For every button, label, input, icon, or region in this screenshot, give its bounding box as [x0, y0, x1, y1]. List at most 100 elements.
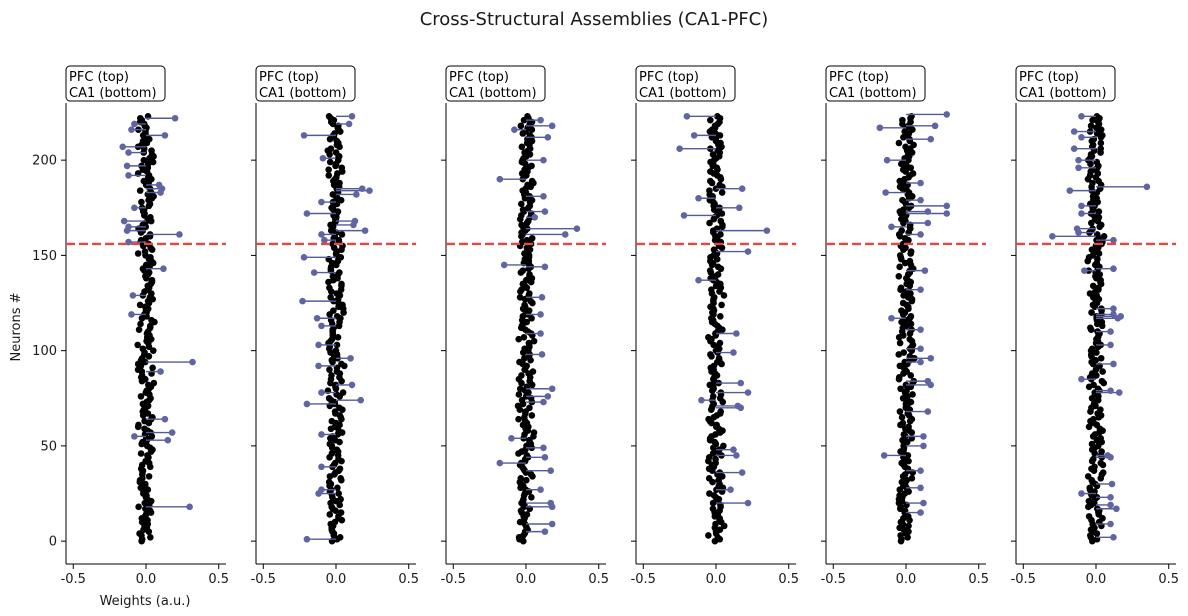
neuron-point — [333, 290, 341, 297]
neuron-point — [1093, 113, 1101, 120]
neuron-point — [1087, 122, 1095, 130]
member-point — [733, 330, 740, 337]
member-point — [168, 429, 176, 436]
panel-label-box — [445, 65, 546, 102]
neuron-point — [705, 474, 713, 482]
member-point — [924, 208, 932, 215]
member-point — [315, 362, 322, 370]
x-tick-label: 0.5 — [778, 572, 799, 587]
panel-label-line: PFC (top) — [1019, 70, 1079, 85]
member-point — [1078, 490, 1085, 497]
member-point — [1107, 341, 1114, 349]
y-tick-label: 150 — [32, 249, 57, 264]
member-point — [541, 454, 549, 461]
x-tick-label: 0.0 — [1086, 572, 1107, 587]
member-point — [350, 221, 357, 229]
neuron-point — [1095, 213, 1103, 221]
x-tick-label: -0.5 — [441, 572, 466, 587]
chart-title: Cross-Structural Assemblies (CA1-PFC) — [420, 9, 769, 30]
neuron-point — [899, 419, 907, 427]
member-point — [547, 467, 555, 474]
member-point — [1107, 387, 1114, 394]
neuron-point — [714, 113, 721, 120]
neuron-point — [716, 526, 724, 534]
neuron-point — [705, 532, 712, 539]
member-point — [943, 202, 951, 210]
neuron-point — [339, 389, 347, 396]
member-point — [123, 227, 131, 234]
member-point — [1075, 229, 1082, 236]
neuron-point — [1088, 440, 1096, 448]
neuron-point — [1091, 463, 1098, 471]
neuron-point — [897, 532, 904, 539]
neuron-point — [328, 372, 335, 379]
neuron-point — [325, 166, 332, 173]
neuron-point — [143, 442, 151, 450]
neuron-point — [518, 221, 525, 229]
neuron-point — [138, 198, 145, 206]
member-point — [733, 452, 740, 459]
neuron-point — [528, 494, 535, 501]
panel-label-line: PFC (top) — [639, 70, 699, 85]
neuron-point — [527, 297, 534, 305]
base-points — [514, 113, 538, 545]
neuron-point — [327, 499, 334, 507]
x-tick-label: 0.5 — [398, 572, 419, 587]
neuron-point — [1098, 448, 1105, 455]
member-point — [683, 113, 691, 120]
member-point — [357, 396, 365, 404]
panel-label-line: CA1 (bottom) — [259, 86, 347, 101]
member-point — [1110, 305, 1117, 313]
member-point — [1110, 360, 1117, 368]
member-point — [730, 446, 737, 454]
panel-label-line: PFC (top) — [259, 70, 319, 85]
neuron-point — [329, 273, 337, 280]
neuron-point — [1094, 255, 1101, 263]
neuron-point — [1097, 406, 1104, 413]
member-point — [1070, 145, 1078, 153]
neuron-point — [329, 191, 337, 198]
member-point — [128, 126, 135, 133]
neuron-point — [528, 177, 536, 185]
member-point — [538, 294, 546, 301]
panel-label-line: PFC (top) — [449, 70, 509, 85]
neuron-point — [144, 381, 152, 389]
member-point — [548, 503, 556, 511]
neuron-point — [134, 341, 141, 349]
member-point — [313, 314, 321, 322]
neuron-point — [326, 158, 334, 166]
member-point — [744, 248, 752, 255]
neuron-point — [708, 286, 715, 293]
member-point — [920, 499, 927, 507]
neuron-point — [515, 335, 523, 343]
panel-label-box — [65, 65, 166, 102]
member-point — [1078, 133, 1085, 141]
neuron-point — [712, 455, 719, 463]
member-point — [1107, 328, 1114, 335]
member-point — [128, 311, 135, 318]
neuron-point — [907, 320, 915, 328]
base-points — [1084, 113, 1108, 545]
member-point — [917, 509, 924, 516]
neuron-point — [515, 415, 522, 423]
panel-label-box — [1015, 65, 1116, 102]
member-point — [321, 236, 328, 244]
neuron-point — [338, 360, 345, 368]
neuron-point — [1086, 484, 1094, 492]
member-point — [347, 354, 354, 362]
member-point — [161, 415, 169, 423]
member-point — [131, 204, 138, 212]
member-point — [1049, 233, 1056, 240]
neuron-point — [326, 511, 334, 518]
x-tick-label: 0.0 — [706, 572, 727, 587]
panel-6: -0.5 0.0 0.5 PFC (top)CA1 (bottom) — [1011, 65, 1179, 587]
neuron-point — [1099, 368, 1106, 375]
member-point — [917, 358, 924, 366]
panel-label-box — [825, 65, 926, 102]
neuron-point — [896, 339, 904, 347]
panel-1: 0 50 100 150 200 -0.5 0.0 0.5 PFC (top)CA1 (bott… — [32, 65, 229, 587]
member-point — [318, 463, 325, 471]
neuron-point — [526, 290, 533, 297]
neuron-point — [521, 301, 528, 309]
neuron-point — [330, 307, 337, 314]
